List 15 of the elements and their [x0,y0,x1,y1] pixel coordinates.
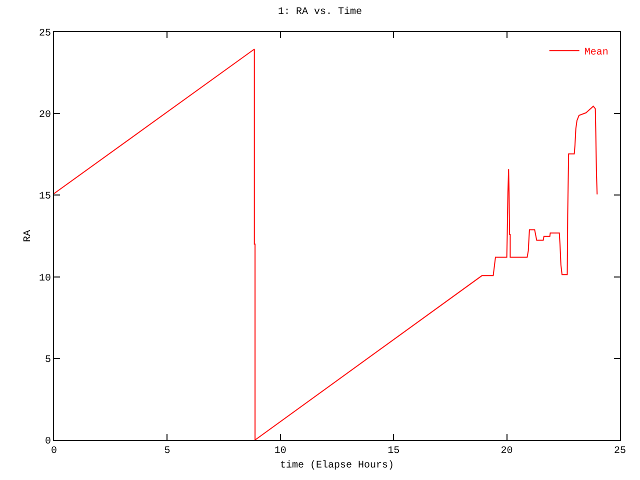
x-tick-label: 5 [164,446,170,457]
x-tick-label: 25 [614,446,626,457]
y-axis-title: RA [22,230,34,242]
x-tick-label: 15 [388,446,400,457]
legend-label: Mean [584,47,608,58]
y-tick-label: 10 [38,273,51,284]
x-tick-label: 10 [274,446,286,457]
x-tick-label: 20 [500,446,513,457]
y-tick-label: 5 [44,354,51,366]
y-tick-label: 15 [38,192,51,203]
y-tick-label: 25 [38,28,51,40]
y-tick-label: 20 [38,110,51,122]
chart-title: 1: RA vs. Time [278,6,362,18]
x-axis-title: time (Elapse Hours) [280,460,394,472]
y-tick-label: 0 [44,436,51,448]
